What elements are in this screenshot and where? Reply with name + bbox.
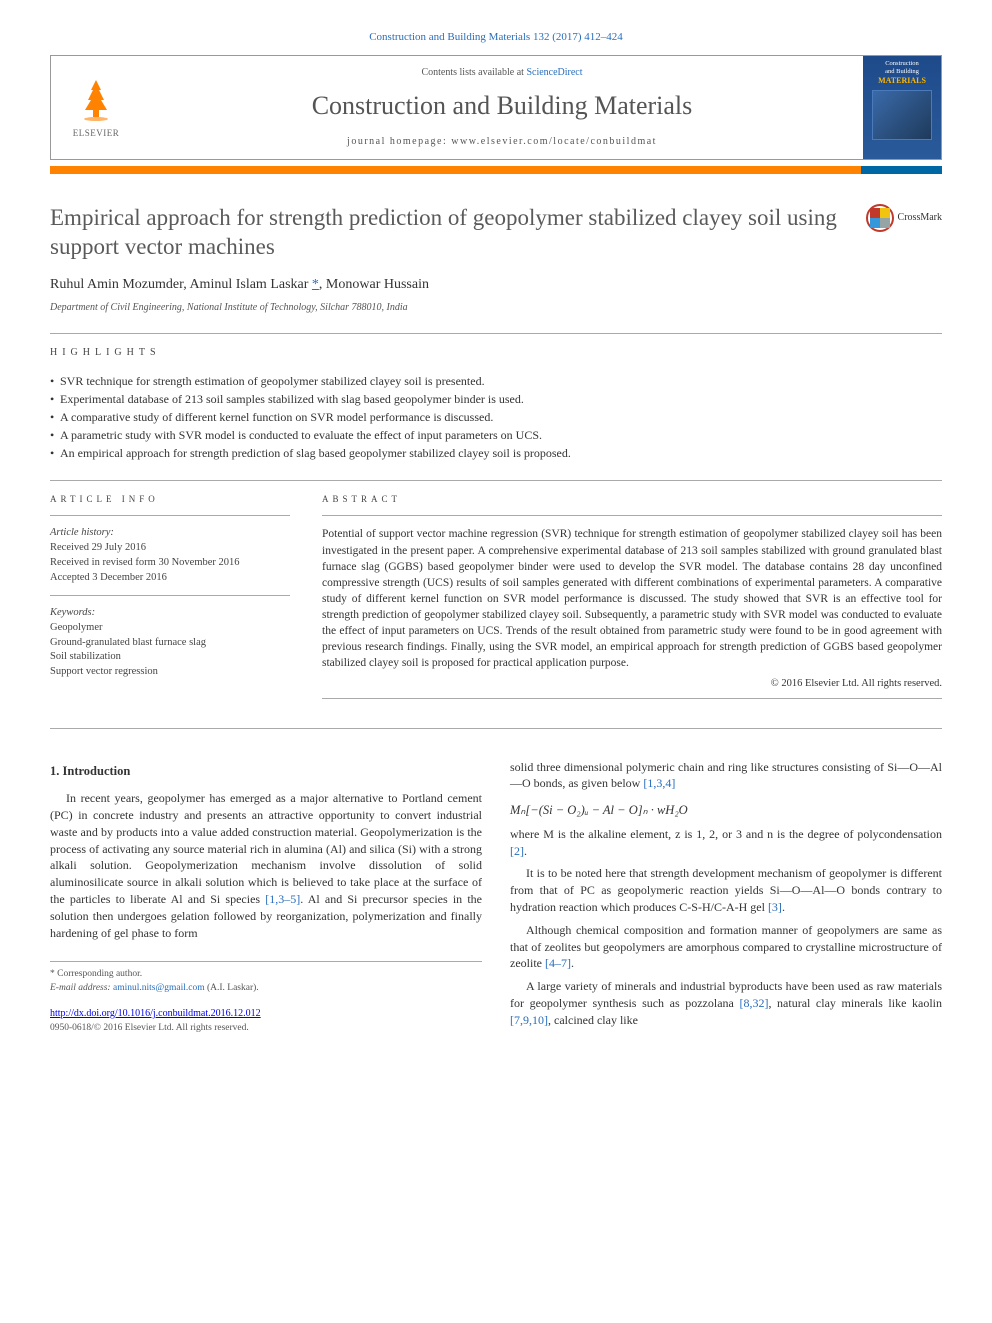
- formula: Mₙ[−(Si − O₂)ᵤ − Al − O]ₙ · wH₂O: [510, 802, 942, 820]
- article-info-heading: ARTICLE INFO: [50, 493, 290, 506]
- crossmark-badge[interactable]: CrossMark: [866, 204, 942, 232]
- sciencedirect-link[interactable]: ScienceDirect: [526, 67, 582, 78]
- crossmark-icon: [866, 204, 894, 232]
- doi-block: http://dx.doi.org/10.1016/j.conbuildmat.…: [50, 1007, 482, 1035]
- highlight-item: A parametric study with SVR model is con…: [50, 426, 942, 444]
- journal-homepage: journal homepage: www.elsevier.com/locat…: [151, 135, 853, 149]
- citation-link[interactable]: [1,3,4]: [643, 776, 675, 790]
- abstract-text: Potential of support vector machine regr…: [322, 526, 942, 671]
- highlight-item: Experimental database of 213 soil sample…: [50, 390, 942, 408]
- body-paragraph: A large variety of minerals and industri…: [510, 978, 942, 1028]
- highlights-list: SVR technique for strength estimation of…: [50, 372, 942, 462]
- elsevier-tree-icon: [71, 75, 121, 125]
- authors-list: Ruhul Amin Mozumder, Aminul Islam Laskar…: [50, 275, 850, 295]
- citation-link[interactable]: [7,9,10]: [510, 1013, 548, 1027]
- body-paragraph: where M is the alkaline element, z is 1,…: [510, 826, 942, 860]
- publisher-logo: ELSEVIER: [51, 56, 141, 158]
- highlights-label: HIGHLIGHTS: [50, 346, 942, 360]
- citation-link[interactable]: [3]: [768, 900, 782, 914]
- abstract-heading: ABSTRACT: [322, 493, 942, 506]
- body-paragraph: It is to be noted here that strength dev…: [510, 865, 942, 915]
- section-heading: 1. Introduction: [50, 763, 482, 781]
- author-affiliation: Department of Civil Engineering, Nationa…: [50, 301, 850, 315]
- article-history: Article history: Received 29 July 2016 R…: [50, 526, 290, 596]
- journal-title: Construction and Building Materials: [151, 88, 853, 124]
- body-paragraph: In recent years, geopolymer has emerged …: [50, 790, 482, 941]
- highlight-item: An empirical approach for strength predi…: [50, 444, 942, 462]
- journal-header: ELSEVIER Contents lists available at Sci…: [50, 55, 942, 159]
- abstract-copyright: © 2016 Elsevier Ltd. All rights reserved…: [322, 677, 942, 692]
- citation-link[interactable]: [4–7]: [545, 956, 571, 970]
- citation-header: Construction and Building Materials 132 …: [50, 30, 942, 45]
- keywords-block: Keywords: Geopolymer Ground-granulated b…: [50, 606, 290, 689]
- contents-available: Contents lists available at ScienceDirec…: [151, 66, 853, 80]
- citation-link[interactable]: [2]: [510, 844, 524, 858]
- citation-link[interactable]: [1,3–5]: [265, 892, 300, 906]
- publisher-name: ELSEVIER: [73, 127, 120, 140]
- body-paragraph: Although chemical composition and format…: [510, 922, 942, 972]
- journal-cover-thumbnail: Construction and Building MATERIALS: [863, 56, 941, 158]
- citation-link[interactable]: [8,32]: [739, 996, 768, 1010]
- doi-link[interactable]: http://dx.doi.org/10.1016/j.conbuildmat.…: [50, 1008, 261, 1019]
- article-title: Empirical approach for strength predicti…: [50, 204, 850, 262]
- corresponding-author-footer: * Corresponding author. E-mail address: …: [50, 961, 482, 995]
- highlight-item: A comparative study of different kernel …: [50, 408, 942, 426]
- author-email-link[interactable]: aminul.nits@gmail.com: [113, 983, 205, 993]
- highlight-item: SVR technique for strength estimation of…: [50, 372, 942, 390]
- crossmark-label: CrossMark: [898, 211, 942, 225]
- body-paragraph: solid three dimensional polymeric chain …: [510, 759, 942, 793]
- color-accent-bar: [50, 166, 942, 174]
- corresponding-author-link[interactable]: *: [312, 277, 319, 292]
